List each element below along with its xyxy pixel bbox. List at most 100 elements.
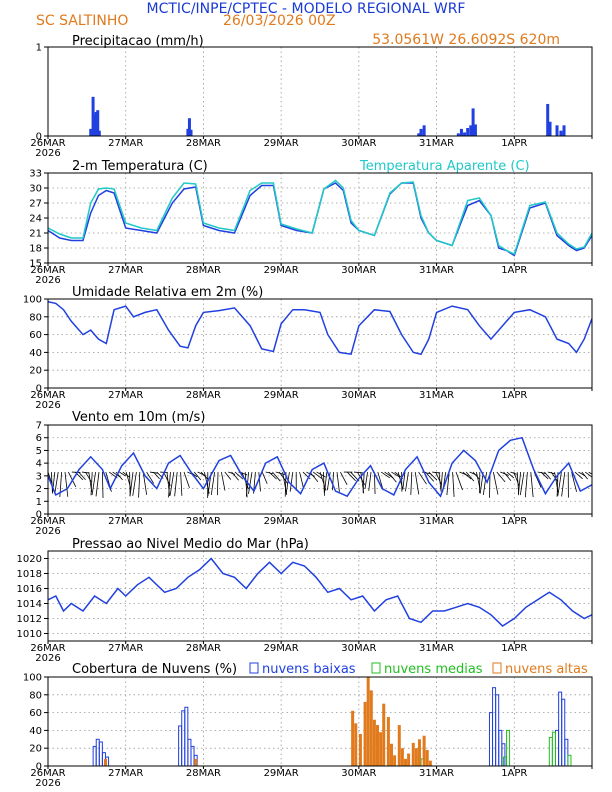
precip-xlabel: 28MAR xyxy=(186,138,221,149)
precip-bar xyxy=(419,128,423,136)
precip-frame xyxy=(47,46,593,137)
header-title: MCTIC/INPE/CPTEC - MODELO REGIONAL WRF xyxy=(147,1,466,17)
clouds-bar xyxy=(506,729,511,766)
clouds-bar xyxy=(389,743,393,766)
wind-arrow xyxy=(272,471,281,482)
clouds-xlabel: 29MAR xyxy=(264,768,299,779)
rh-ytick-label: 20 xyxy=(29,366,42,377)
wind-arrow xyxy=(503,471,512,481)
clouds-bar xyxy=(194,758,198,766)
temp-xlabel: 29MAR xyxy=(264,265,299,276)
wind-ytick-label: 4 xyxy=(36,459,42,470)
wind-arrow xyxy=(299,471,304,489)
wind-arrow xyxy=(440,472,443,492)
wind-arrow xyxy=(326,471,331,491)
clouds-bar xyxy=(425,749,429,766)
pressure-series-pressao xyxy=(48,557,592,627)
clouds-bar xyxy=(98,741,103,766)
wind-arrow xyxy=(302,471,311,480)
pressure-title: Pressao ao Nivel Medio do Mar (hPa) xyxy=(72,537,309,552)
wind-arrow xyxy=(95,471,100,497)
clouds-bar xyxy=(372,719,376,766)
clouds-bar xyxy=(351,710,355,766)
clouds-bar xyxy=(354,723,358,766)
wind-arrow xyxy=(340,471,348,485)
clouds-bar xyxy=(358,733,362,766)
wind-arrow xyxy=(64,471,69,497)
pressure-ytick-label: 1010 xyxy=(17,629,42,640)
temp-ytick-label: 33 xyxy=(29,169,42,180)
rh-xlabel: 27MAR xyxy=(108,390,143,401)
clouds-bar xyxy=(181,710,186,766)
wind-arrow xyxy=(285,471,290,494)
temp-legend-apparent: Temperatura Aparente (C) xyxy=(359,159,530,174)
precip-bar xyxy=(466,127,470,136)
rh-xlabel: 28MAR xyxy=(186,390,221,401)
wind-arrow xyxy=(125,471,132,490)
clouds-xlabel: 31MAR xyxy=(419,768,454,779)
clouds-bar xyxy=(567,754,572,766)
rh-frame xyxy=(47,298,593,389)
clouds-xlabel: 28MAR xyxy=(186,768,221,779)
rh-data xyxy=(48,300,592,356)
wind-arrow xyxy=(122,471,130,478)
wind-arrow xyxy=(221,471,226,491)
precip-xlabel: 1APR xyxy=(501,138,527,149)
wind-arrow xyxy=(571,471,577,492)
precip-bar xyxy=(469,125,473,136)
wind-arrow xyxy=(519,471,525,496)
clouds-xlabel: 1APR xyxy=(501,768,527,779)
rh-xlabel: 31MAR xyxy=(419,390,454,401)
wind-arrow xyxy=(168,472,171,498)
temp-series-temperatura-aparente xyxy=(48,179,592,256)
wind-arrow xyxy=(217,472,219,496)
clouds-bar xyxy=(411,742,415,766)
precip-bar xyxy=(559,130,563,136)
wind-arrow xyxy=(153,471,160,480)
precip-bar xyxy=(186,128,190,136)
clouds-bar xyxy=(501,743,506,766)
wind-title: Vento em 10m (m/s) xyxy=(72,410,205,425)
wind-arrow xyxy=(524,472,528,498)
wind-arrow xyxy=(428,471,438,481)
wind-arrow xyxy=(544,471,552,480)
clouds-ytick-label: 80 xyxy=(29,690,42,701)
wind-arrow xyxy=(129,471,134,497)
wind-arrow xyxy=(517,472,521,496)
wind-arrow xyxy=(496,471,506,483)
wind-xlabel: 1APR xyxy=(501,516,527,527)
wind-arrow xyxy=(336,471,340,492)
wind-xlabel: 28MAR xyxy=(186,516,221,527)
wind-arrow xyxy=(380,471,391,479)
pressure-xlabel: 30MAR xyxy=(341,643,376,654)
wind-arrow xyxy=(452,472,455,497)
wind-arrow xyxy=(129,472,131,497)
pressure-data xyxy=(48,557,592,627)
precip-xlabel: 29MAR xyxy=(264,138,299,149)
legend-mid-label: nuvens medias xyxy=(384,662,483,677)
wind-arrow xyxy=(482,471,487,496)
pressure-xlabel: 31MAR xyxy=(419,643,454,654)
wind-arrow xyxy=(574,471,583,480)
pressure-ytick-label: 1014 xyxy=(17,599,42,610)
wind-arrow xyxy=(435,471,442,485)
pressure-ytick-label: 1020 xyxy=(17,554,42,565)
clouds-bar xyxy=(393,755,397,766)
wind-arrow xyxy=(462,471,472,480)
precip-xlabel: 27MAR xyxy=(108,138,143,149)
rh-ytick-label: 60 xyxy=(29,330,42,341)
clouds-ytick-label: 0 xyxy=(36,762,42,773)
precip-bar xyxy=(417,133,421,136)
pressure-xlabel: 28MAR xyxy=(186,643,221,654)
wind-arrow xyxy=(258,472,261,492)
rh-series-umidade-relativa xyxy=(48,300,592,356)
wind-arrow xyxy=(234,471,244,480)
clouds-ytick-label: 20 xyxy=(29,744,42,755)
wind-arrow xyxy=(102,472,104,498)
wind-arrow xyxy=(265,471,273,475)
wind-arrow xyxy=(248,471,253,494)
wind-ytick-label: 6 xyxy=(36,433,42,444)
clouds-bar xyxy=(190,745,195,766)
clouds-bar xyxy=(184,706,189,766)
